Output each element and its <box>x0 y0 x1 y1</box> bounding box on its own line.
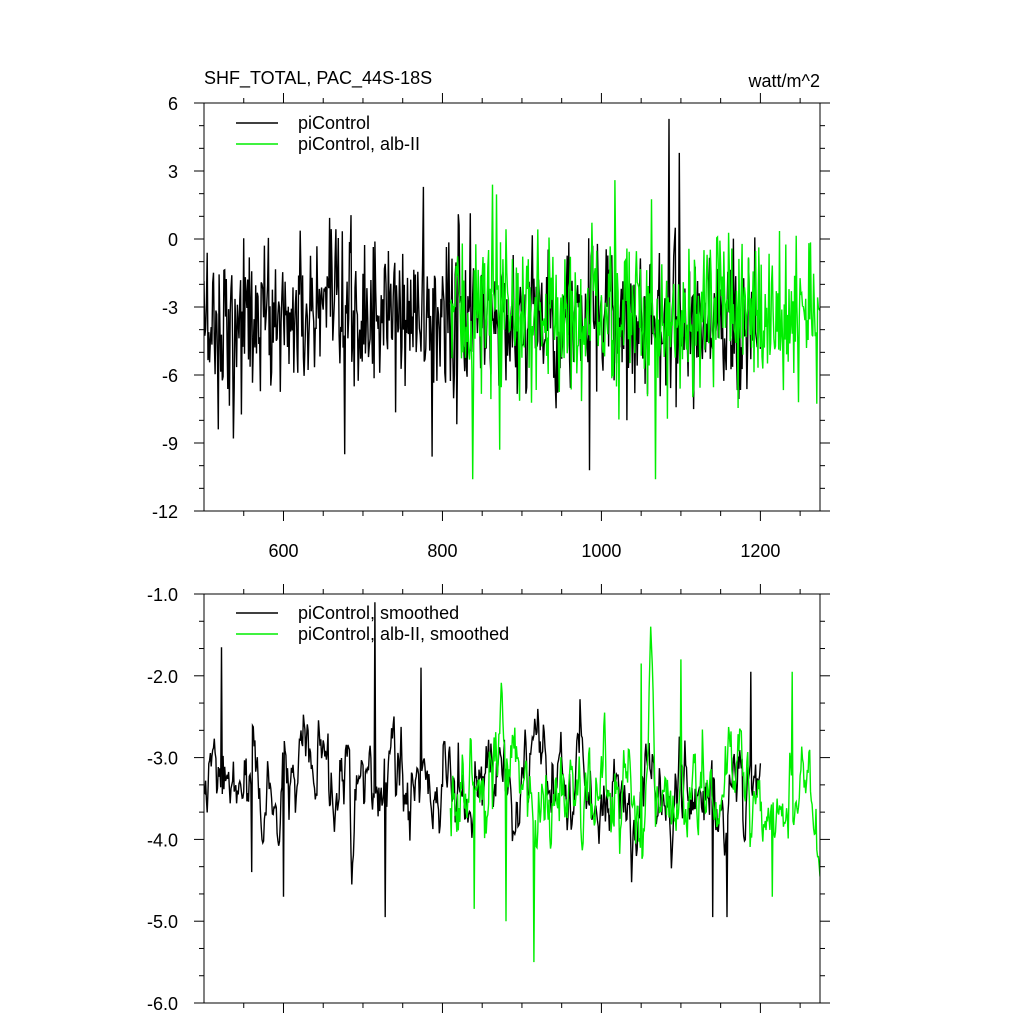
y-tick-label: 6 <box>168 94 178 114</box>
legend-label: piControl, alb-II <box>298 134 420 154</box>
x-tick-label: 800 <box>427 541 457 561</box>
y-tick-label: 0 <box>168 230 178 250</box>
legend-label: piControl <box>298 113 370 133</box>
series-line-picontrol-alb-ii-smoothed <box>449 626 820 963</box>
y-tick-label: -3 <box>162 298 178 318</box>
y-tick-label: -2.0 <box>147 667 178 687</box>
plot-frame <box>203 593 821 1004</box>
x-tick-label: 1200 <box>740 541 780 561</box>
top-panel: 6 3 0 -3 -6 -9 -12 600 800 1000 1200 piControlpiCon… <box>152 93 830 561</box>
y-tick-label: -1.0 <box>147 585 178 605</box>
series-line-picontrol-alb-ii <box>449 180 820 480</box>
units-label: watt/m^2 <box>748 71 820 91</box>
x-tick-label: 1000 <box>581 541 621 561</box>
series-line-picontrol-smoothed <box>204 602 762 918</box>
chart-title: SHF_TOTAL, PAC_44S-18S <box>204 68 432 89</box>
legend-label: piControl, alb-II, smoothed <box>298 624 509 644</box>
y-tick-label: -9 <box>162 434 178 454</box>
y-tick-label: -3.0 <box>147 749 178 769</box>
y-tick-label: -6 <box>162 366 178 386</box>
y-tick-label: -5.0 <box>147 912 178 932</box>
y-tick-label: 3 <box>168 162 178 182</box>
bottom-panel: -1.0 -2.0 -3.0 -4.0 -5.0 -6.0 piControl, smoot… <box>147 584 830 1014</box>
x-tick-label: 600 <box>268 541 298 561</box>
y-tick-label: -12 <box>152 502 178 522</box>
legend-label: piControl, smoothed <box>298 603 459 623</box>
y-tick-label: -6.0 <box>147 994 178 1014</box>
y-tick-label: -4.0 <box>147 830 178 850</box>
